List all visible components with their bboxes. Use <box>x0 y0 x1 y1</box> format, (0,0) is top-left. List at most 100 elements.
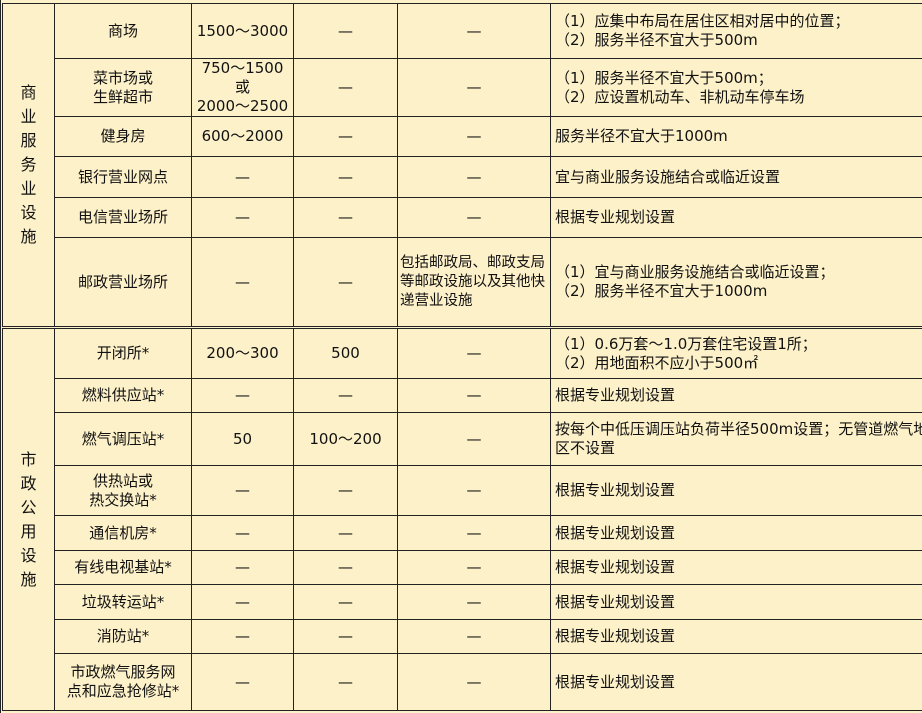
requirement-line: （1）服务半径不宜大于500m； <box>555 68 773 87</box>
value-cell: — <box>293 58 398 117</box>
requirement-line: 根据专业规划设置 <box>555 208 676 226</box>
requirement-line: （2）应设置机动车、非机动车停车场 <box>555 87 805 106</box>
value-cell: — <box>293 515 398 551</box>
requirement-cell: （1）应集中布局在居住区相对居中的位置； （2）服务半径不宜大于500m <box>550 3 922 59</box>
value-cell: — <box>293 584 398 620</box>
table-row: 消防站* — — — 根据专业规划设置 <box>3 619 922 654</box>
requirement-line: 根据专业规划设置 <box>555 558 676 576</box>
requirement-line: 根据专业规划设置 <box>555 627 676 645</box>
table-row: 供热站或 热交换站* — — — 根据专业规划设置 <box>3 465 922 516</box>
table-row: 电信营业场所 — — — 根据专业规划设置 <box>3 197 922 238</box>
value-cell: 750～1500或 2000～2500 <box>191 58 294 117</box>
value-cell: — <box>293 116 398 157</box>
group-name: 市政公用设施 <box>20 449 37 589</box>
table-row: 有线电视基站* — — — 根据专业规划设置 <box>3 550 922 585</box>
requirement-cell: 服务半径不宜大于1000m <box>550 116 922 157</box>
value-cell: 100～200 <box>293 412 398 466</box>
value-cell: 200～300 <box>191 326 294 379</box>
table-row: 健身房 600～2000— — 服务半径不宜大于1000m <box>3 116 922 157</box>
value-cell: — <box>293 197 398 238</box>
value-cell: — <box>191 515 294 551</box>
value-cell: — <box>191 197 294 238</box>
table-row: 邮政营业场所 — — 包括邮政局、邮政支局等邮政设施以及其他快递营业设施 （1）宜与商业… <box>3 237 922 328</box>
value-cell: — <box>191 584 294 620</box>
value-cell: — <box>293 156 398 198</box>
value-cell: 500 <box>293 326 398 379</box>
requirement-line: （1）应集中布局在居住区相对居中的位置； <box>555 12 850 30</box>
facility-name: 燃气调压站* <box>54 412 192 466</box>
requirement-cell: 根据专业规划设置 <box>550 584 922 620</box>
remark-cell: — <box>397 116 551 157</box>
requirement-line: 根据专业规划设置 <box>555 592 676 611</box>
requirement-line: 根据专业规划设置 <box>555 672 676 691</box>
requirement-cell: （1）0.6万套～1.0万套住宅设置1所； （2）用地面积不应小于500㎡ <box>550 326 922 379</box>
facility-name: 健身房 <box>54 116 192 157</box>
table-row: 垃圾转运站* — — — 根据专业规划设置 <box>3 584 922 620</box>
requirement-line: 根据专业规划设置 <box>555 386 676 404</box>
requirement-line: （1）宜与商业服务设施结合或临近设置； <box>555 263 835 281</box>
table-row: 银行营业网点 — — — 宜与商业服务设施结合或临近设置 <box>3 156 922 198</box>
value-cell: 1500～3000 <box>191 3 294 59</box>
requirement-line: （1）0.6万套～1.0万套住宅设置1所； <box>555 334 817 353</box>
requirement-cell: 按每个中低压调压站负荷半径500m设置；无管道燃气地区不设置 <box>550 412 922 466</box>
facility-name: 市政燃气服务网 点和应急抢修站* <box>54 653 192 711</box>
remark-cell: — <box>397 378 551 413</box>
group-name: 商业服务业设施 <box>20 83 37 246</box>
facility-name: 银行营业网点 <box>54 156 192 198</box>
requirement-line: （2）服务半径不宜大于1000m <box>555 282 768 300</box>
table-row: 商业服务业设施 商场 1500～3000— — （1）应集中布局在居住区相对居中的位置；… <box>2 3 922 328</box>
table-row: 燃料供应站* — — — 根据专业规划设置 <box>3 378 922 413</box>
requirement-cell: 根据专业规划设置 <box>550 378 922 413</box>
table-row: 燃气调压站* 50 100～200— 按每个中低压调压站负荷半径500m设置；无管道燃… <box>3 412 922 466</box>
requirement-line: （2）用地面积不应小于500㎡ <box>555 353 759 372</box>
facility-name: 通信机房* <box>54 515 192 551</box>
requirement-cell: （1）宜与商业服务设施结合或临近设置； （2）服务半径不宜大于1000m <box>550 237 922 328</box>
value-cell: — <box>191 550 294 585</box>
value-cell: — <box>191 619 294 654</box>
requirement-line: （2）服务半径不宜大于500m <box>555 31 758 49</box>
requirement-cell: 根据专业规划设置 <box>550 619 922 654</box>
value-cell: — <box>293 378 398 413</box>
requirement-line: 根据专业规划设置 <box>555 481 676 499</box>
remark-cell: — <box>397 584 551 620</box>
value-cell: — <box>293 237 398 328</box>
requirement-cell: 根据专业规划设置 <box>550 653 922 711</box>
facility-name: 商场 <box>54 3 192 59</box>
requirement-cell: 根据专业规划设置 <box>550 515 922 551</box>
table-outer-border <box>0 0 3 713</box>
facility-name: 燃料供应站* <box>54 378 192 413</box>
group-label: 市政公用设施 <box>2 326 55 711</box>
group-label: 商业服务业设施 <box>2 3 55 328</box>
value-cell: — <box>293 653 398 711</box>
remark-cell: — <box>397 619 551 654</box>
table-row: 市政燃气服务网 点和应急抢修站* — — — 根据专业规划设置 <box>3 653 922 711</box>
value-cell: — <box>191 378 294 413</box>
value-cell: — <box>293 550 398 585</box>
requirement-cell: 根据专业规划设置 <box>550 550 922 585</box>
requirement-cell: 根据专业规划设置 <box>550 197 922 238</box>
facility-name: 供热站或 热交换站* <box>54 465 192 516</box>
requirement-line: 宜与商业服务设施结合或临近设置 <box>555 167 781 186</box>
requirement-cell: 根据专业规划设置 <box>550 465 922 516</box>
requirement-line: 根据专业规划设置 <box>555 523 676 542</box>
facility-name: 开闭所* <box>54 326 192 379</box>
value-cell: — <box>191 653 294 711</box>
value-cell: — <box>293 3 398 59</box>
facility-name: 有线电视基站* <box>54 550 192 585</box>
facility-name: 菜市场或 生鲜超市 <box>54 58 192 117</box>
value-cell: — <box>293 619 398 654</box>
remark-cell: — <box>397 197 551 238</box>
requirement-line: 按每个中低压调压站负荷半径500m设置；无管道燃气地区不设置 <box>555 420 922 457</box>
facility-name: 电信营业场所 <box>54 197 192 238</box>
facility-name: 邮政营业场所 <box>54 237 192 328</box>
value-cell: 50 <box>191 412 294 466</box>
value-cell: — <box>191 237 294 328</box>
value-cell: 600～2000 <box>191 116 294 157</box>
remark-cell: — <box>397 3 551 59</box>
remark-cell: — <box>397 326 551 379</box>
table-row: 通信机房* — — — 根据专业规划设置 <box>3 515 922 551</box>
remark-cell: 包括邮政局、邮政支局等邮政设施以及其他快递营业设施 <box>397 237 551 328</box>
value-cell: — <box>191 156 294 198</box>
remark-cell: — <box>397 58 551 117</box>
value-cell: — <box>293 465 398 516</box>
